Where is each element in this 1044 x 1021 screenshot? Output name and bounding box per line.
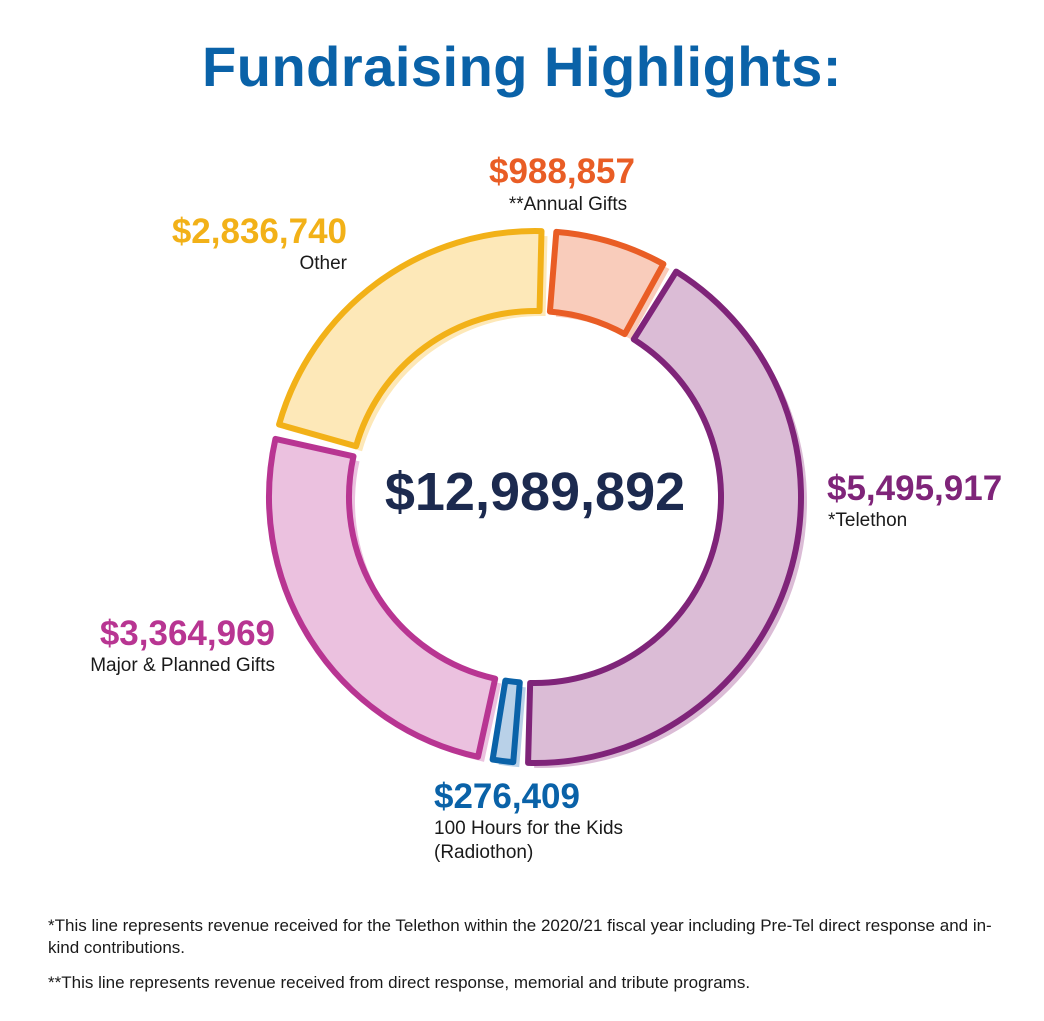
slice-radiothon: [489, 677, 523, 766]
category-label-major-planned-gifts: Major & Planned Gifts: [90, 655, 275, 676]
page-title: Fundraising Highlights:: [202, 35, 842, 98]
category-label-annual-gifts: **Annual Gifts: [509, 194, 627, 215]
total-value: $12,989,892: [385, 462, 685, 522]
value-label-annual-gifts: $988,857: [489, 152, 635, 191]
value-label-major-planned-gifts: $3,364,969: [100, 614, 275, 653]
value-label-radiothon: $276,409: [434, 777, 580, 816]
slice-telethon: [525, 268, 804, 766]
category-label-telethon: *Telethon: [828, 510, 907, 531]
footnote-annual-gifts: **This line represents revenue received …: [48, 973, 751, 992]
footnote-telethon: *This line represents revenue received f…: [48, 916, 992, 957]
value-label-telethon: $5,495,917: [827, 469, 1002, 508]
category-label-radiothon-line-2: (Radiothon): [434, 842, 533, 863]
slice-other: [276, 228, 545, 450]
slice-annual-gifts: [546, 228, 667, 338]
category-label-radiothon: 100 Hours for the Kids: [434, 818, 623, 839]
donut-slices: [266, 228, 808, 769]
category-label-other: Other: [299, 253, 347, 274]
slice-major-planned-gifts: [266, 435, 499, 760]
value-label-other: $2,836,740: [172, 212, 347, 251]
